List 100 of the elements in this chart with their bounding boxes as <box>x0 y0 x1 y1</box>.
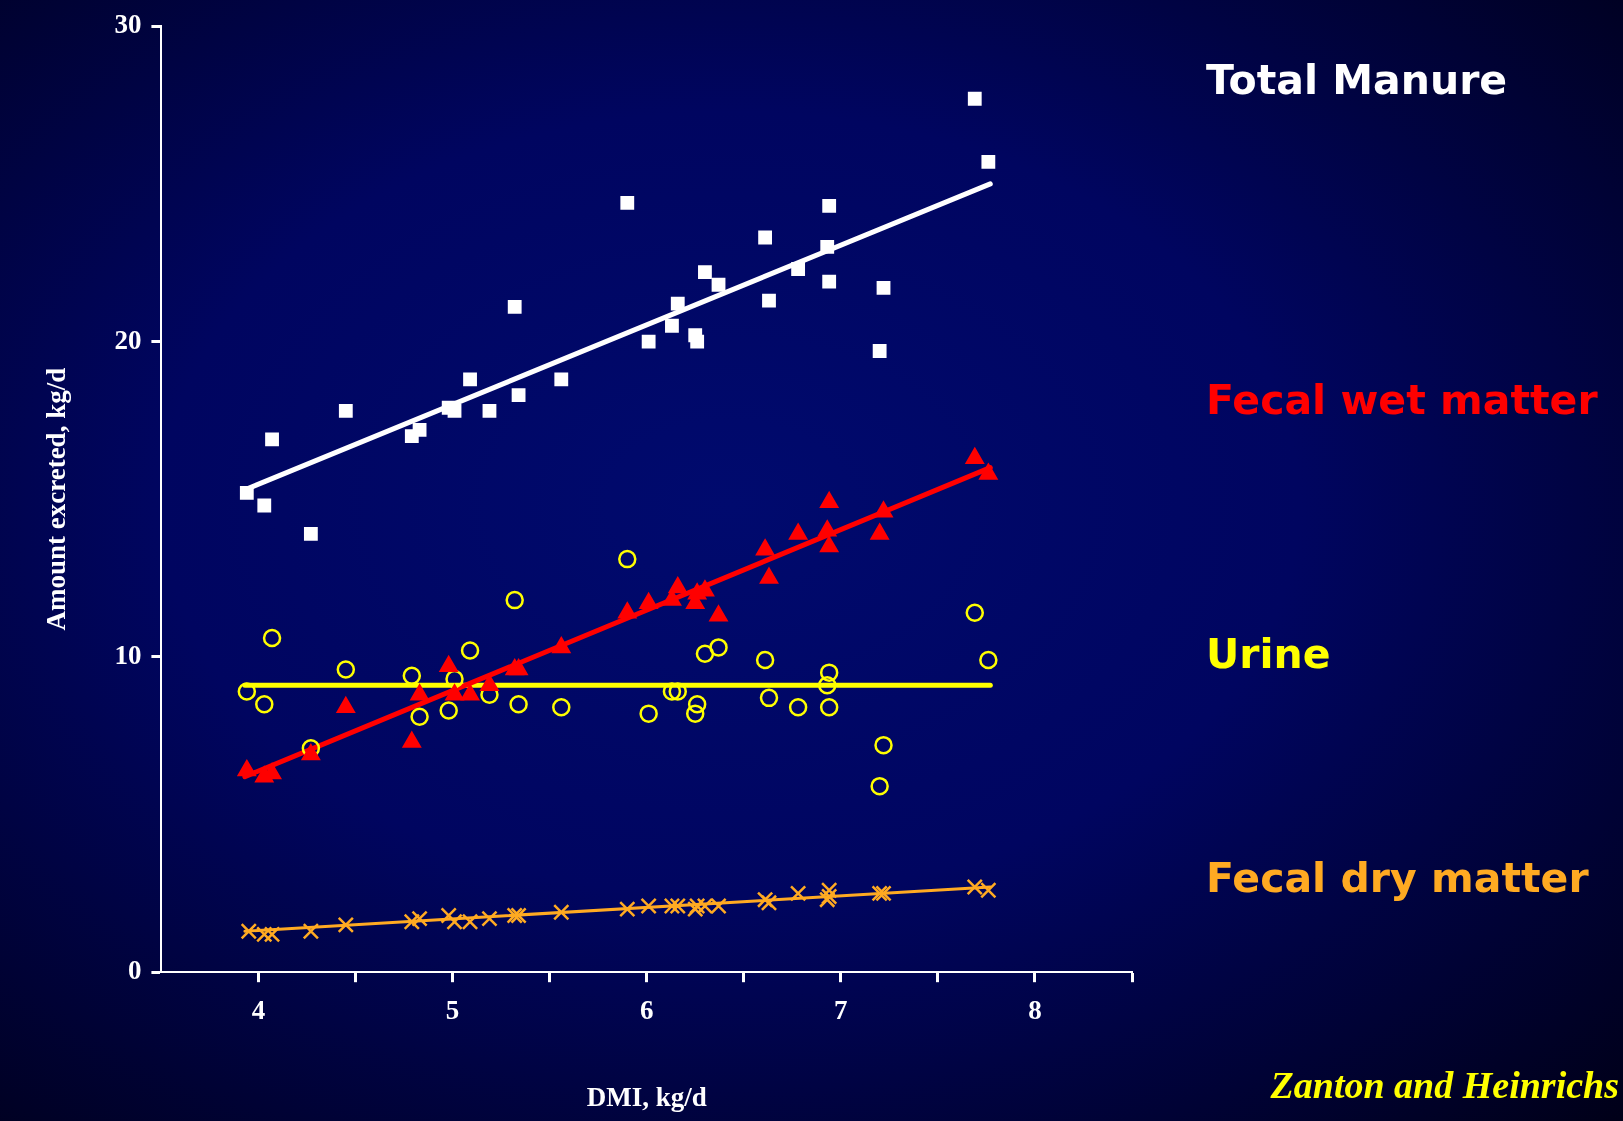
point <box>412 422 427 437</box>
point <box>668 682 688 701</box>
point <box>819 663 839 682</box>
point <box>711 277 726 292</box>
point <box>698 265 712 280</box>
point <box>255 694 274 714</box>
point <box>403 913 421 931</box>
point <box>966 878 984 896</box>
point <box>410 707 429 727</box>
point <box>876 281 891 295</box>
point <box>685 704 705 723</box>
point <box>337 916 355 934</box>
point <box>872 344 887 358</box>
point <box>789 885 807 902</box>
point <box>687 694 707 714</box>
y-tick-label: 20 <box>114 324 142 355</box>
point <box>237 760 256 777</box>
point <box>461 684 480 701</box>
text: Total Manure <box>1206 56 1508 104</box>
point <box>979 650 998 670</box>
point <box>874 735 893 755</box>
point <box>665 318 679 333</box>
point <box>820 536 839 553</box>
point <box>618 900 636 918</box>
point <box>820 240 835 254</box>
point <box>817 676 837 695</box>
point <box>756 539 775 556</box>
point <box>756 891 774 908</box>
point <box>445 684 464 701</box>
point <box>463 372 477 387</box>
point <box>822 199 837 213</box>
point <box>301 744 320 761</box>
point <box>871 885 888 902</box>
point <box>980 881 997 899</box>
point <box>509 694 528 714</box>
point <box>480 675 499 691</box>
point <box>875 885 892 902</box>
point <box>257 498 272 513</box>
point <box>507 299 522 314</box>
point <box>509 659 528 676</box>
point <box>302 922 320 940</box>
point <box>511 388 526 403</box>
point <box>255 926 273 943</box>
point <box>439 656 458 673</box>
point <box>262 628 282 648</box>
point <box>336 697 355 714</box>
point <box>709 638 728 657</box>
y-axis-title: Amount excreted, kg/d <box>41 367 72 631</box>
point <box>552 698 571 717</box>
x-tick-label: 6 <box>639 995 654 1026</box>
point <box>695 644 715 663</box>
point <box>670 296 685 311</box>
x-axis-title: DMI, kg/d <box>586 1081 707 1112</box>
point <box>791 262 806 276</box>
point <box>237 682 257 701</box>
point <box>669 897 687 915</box>
point <box>709 605 728 622</box>
point <box>641 334 656 349</box>
point <box>755 650 775 670</box>
point <box>482 404 497 418</box>
point <box>554 372 569 387</box>
point <box>481 910 498 927</box>
point <box>967 91 982 106</box>
point <box>822 274 837 289</box>
point <box>696 897 714 915</box>
point <box>505 590 524 610</box>
point <box>710 897 727 915</box>
point <box>447 404 462 418</box>
point <box>819 698 839 717</box>
text: Fecal dry matter <box>1206 854 1589 902</box>
point <box>402 666 422 686</box>
point <box>662 682 682 701</box>
point <box>760 894 778 912</box>
x-tick-label: 5 <box>445 995 460 1026</box>
point <box>552 903 570 921</box>
point <box>239 485 254 500</box>
point <box>265 432 279 447</box>
point <box>338 404 353 418</box>
point <box>510 907 527 924</box>
point <box>639 704 658 723</box>
point <box>506 907 524 924</box>
point <box>965 603 985 622</box>
point <box>439 701 458 720</box>
x-tick-label: 4 <box>251 995 266 1026</box>
point <box>336 660 356 679</box>
point <box>410 684 429 701</box>
point <box>620 195 635 210</box>
point <box>440 907 458 924</box>
point <box>663 897 681 915</box>
text: Fecal wet matter <box>1206 376 1598 424</box>
point <box>788 698 808 717</box>
point <box>618 549 637 569</box>
point <box>874 501 893 518</box>
point <box>552 637 571 654</box>
point <box>240 922 258 940</box>
point <box>303 526 318 541</box>
point <box>789 523 808 540</box>
point <box>981 154 996 169</box>
point <box>460 641 480 660</box>
x-tick-label: 7 <box>834 995 848 1026</box>
